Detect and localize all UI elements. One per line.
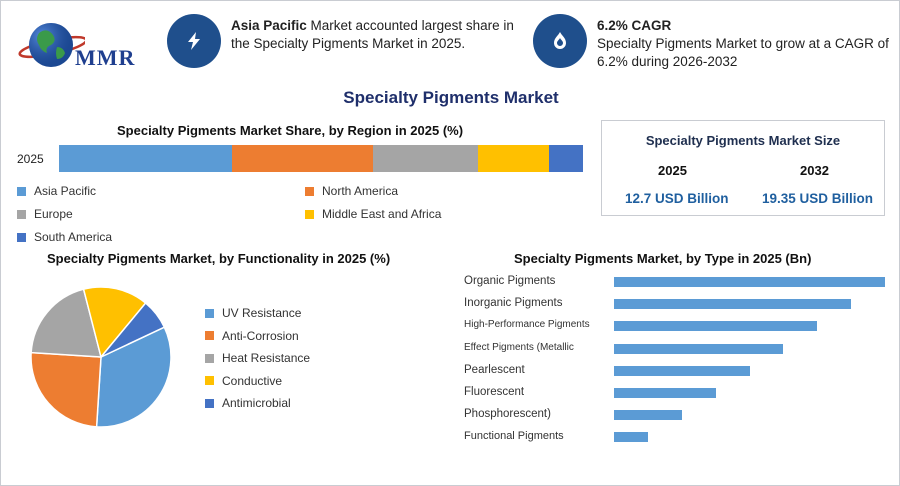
legend-swatch bbox=[305, 209, 314, 219]
lightning-icon bbox=[167, 14, 221, 68]
region-legend-item: South America bbox=[17, 230, 112, 244]
region-legend-item: North America bbox=[305, 184, 398, 198]
pie-slice-conductive bbox=[82, 286, 147, 359]
type-bar-label: Organic Pigments bbox=[464, 275, 556, 287]
legend-swatch bbox=[205, 376, 214, 385]
legend-label: Anti-Corrosion bbox=[222, 328, 299, 343]
functionality-pie-chart bbox=[30, 286, 172, 428]
type-bar-effect-pigments-metallic bbox=[614, 343, 784, 354]
page-title: Specialty Pigments Market bbox=[343, 88, 559, 107]
pie-slice-uv-resistance bbox=[95, 326, 172, 428]
type-bar-label: Functional Pigments bbox=[464, 430, 564, 443]
functionality-legend-item: UV Resistance bbox=[205, 306, 301, 320]
type-bar-inorganic-pigments bbox=[614, 299, 852, 310]
type-bar-label: Pearlescent bbox=[464, 363, 525, 376]
type-bar-phosphorescent bbox=[614, 410, 682, 421]
highlight-cagr-bold: 6.2% CAGR bbox=[597, 18, 672, 33]
legend-label: Conductive bbox=[222, 373, 283, 388]
region-legend-item: Middle East and Africa bbox=[305, 207, 441, 221]
market-size-value-2032: 19.35 USD Billion bbox=[762, 191, 874, 206]
pie-slice-heat-resistance bbox=[30, 288, 102, 358]
legend-label: South America bbox=[34, 230, 113, 244]
legend-label: Heat Resistance bbox=[222, 351, 311, 365]
legend-swatch bbox=[205, 331, 214, 340]
mmr-logo: MMR bbox=[15, 11, 145, 81]
type-bar-label: Inorganic Pigments bbox=[464, 297, 563, 310]
highlight-region: Asia Pacific Market accounted largest sh… bbox=[231, 17, 531, 53]
legend-label: Middle East and Africa bbox=[322, 207, 442, 221]
type-bar-organic-pigments bbox=[614, 277, 885, 287]
pie-slice-anti-corrosion bbox=[30, 351, 102, 428]
region-segment-north-america bbox=[231, 145, 374, 172]
market-size-title: Specialty Pigments Market Size bbox=[645, 133, 841, 148]
market-size-year-2032: 2032 bbox=[800, 163, 829, 178]
highlight-cagr-text: Specialty Pigments Market to grow at a C… bbox=[597, 36, 889, 69]
legend-swatch bbox=[17, 209, 26, 219]
type-bar-label: Effect Pigments (Metallic bbox=[464, 341, 574, 353]
functionality-legend-item: Conductive bbox=[205, 374, 282, 388]
functionality-legend-item: Anti-Corrosion bbox=[205, 329, 299, 343]
region-chart-title: Specialty Pigments Market Share, by Regi… bbox=[117, 123, 464, 138]
pie-slice-antimicrobial bbox=[100, 302, 166, 358]
growth-icon bbox=[533, 14, 587, 68]
region-year-label: 2025 bbox=[17, 152, 44, 166]
type-bar-fluorescent bbox=[614, 388, 716, 398]
legend-swatch bbox=[205, 308, 214, 318]
region-segment-asia-pacific bbox=[59, 145, 232, 172]
type-bar-functional-pigments bbox=[614, 432, 648, 443]
functionality-legend-item: Antimicrobial bbox=[205, 396, 291, 410]
legend-swatch bbox=[305, 186, 314, 196]
legend-label: North America bbox=[322, 184, 399, 198]
region-legend-item: Europe bbox=[17, 207, 73, 221]
logo-text: MMR bbox=[75, 45, 136, 70]
legend-swatch bbox=[17, 232, 26, 242]
type-chart-title: Specialty Pigments Market, by Type in 20… bbox=[514, 251, 812, 266]
legend-swatch bbox=[205, 398, 214, 408]
legend-label: Asia Pacific bbox=[34, 184, 97, 198]
type-bar-high-performance-pigments bbox=[614, 321, 818, 332]
type-bar-label: High-Performance Pigments bbox=[464, 319, 590, 331]
legend-swatch bbox=[205, 353, 214, 363]
type-bar-pearlescent bbox=[614, 365, 750, 376]
highlight-region-text: Market accounted largest share in the Sp… bbox=[231, 18, 514, 51]
functionality-chart-title: Specialty Pigments Market, by Functional… bbox=[47, 251, 391, 266]
legend-label: Antimicrobial bbox=[222, 396, 291, 410]
market-size-box: Specialty Pigments Market Size 2025 2032… bbox=[601, 120, 885, 216]
globe-icon bbox=[18, 23, 85, 67]
market-size-value-2025: 12.7 USD Billion bbox=[625, 191, 729, 206]
region-stacked-bar bbox=[59, 145, 583, 172]
region-segment-middle-east-and-africa bbox=[478, 145, 549, 172]
legend-label: Europe bbox=[34, 207, 73, 221]
type-bar-label: Fluorescent bbox=[464, 386, 525, 398]
highlight-region-bold: Asia Pacific bbox=[231, 18, 307, 33]
functionality-legend-item: Heat Resistance bbox=[205, 351, 310, 365]
type-bar-label: Phosphorescent) bbox=[464, 408, 551, 421]
region-segment-south-america bbox=[548, 145, 583, 172]
legend-swatch bbox=[17, 186, 26, 196]
market-size-year-2025: 2025 bbox=[658, 163, 687, 178]
legend-label: UV Resistance bbox=[222, 306, 302, 320]
highlight-cagr: 6.2% CAGR Specialty Pigments Market to g… bbox=[597, 17, 892, 71]
region-legend-item: Asia Pacific bbox=[17, 184, 96, 198]
region-segment-europe bbox=[373, 145, 479, 172]
